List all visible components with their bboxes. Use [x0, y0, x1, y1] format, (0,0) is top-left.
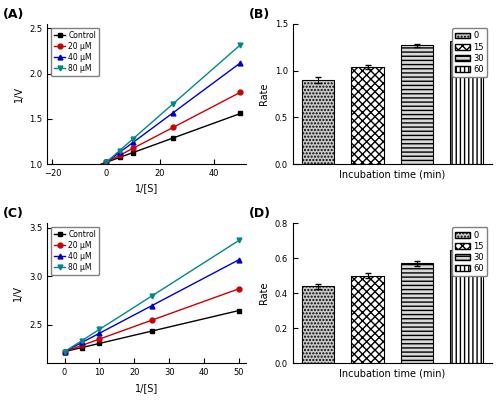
Control	[116, 155, 122, 160]
Bar	[401, 45, 433, 164]
Bar	[401, 263, 433, 363]
40 μM	[103, 160, 109, 165]
20 μM	[130, 146, 136, 151]
20 μM	[62, 349, 68, 354]
Line: 20 μM: 20 μM	[50, 90, 243, 193]
Legend: 0, 15, 30, 60: 0, 15, 30, 60	[452, 28, 488, 77]
40 μM	[148, 303, 154, 308]
80 μM	[50, 207, 56, 212]
Line: Control: Control	[62, 308, 242, 354]
Y-axis label: Rate: Rate	[260, 282, 270, 304]
Bar	[302, 286, 334, 363]
Line: 40 μM: 40 μM	[50, 61, 243, 205]
X-axis label: Incubation time (min): Incubation time (min)	[339, 369, 446, 379]
80 μM	[130, 136, 136, 141]
20 μM	[238, 90, 244, 95]
Control	[130, 150, 136, 155]
Y-axis label: 1/V: 1/V	[14, 86, 24, 102]
Control	[148, 329, 154, 334]
20 μM	[96, 337, 102, 342]
Bar	[450, 41, 482, 164]
80 μM	[62, 349, 68, 354]
Legend: 0, 15, 30, 60: 0, 15, 30, 60	[452, 227, 488, 276]
Line: Control: Control	[50, 111, 243, 184]
20 μM	[79, 343, 85, 348]
40 μM	[236, 257, 242, 262]
X-axis label: Incubation time (min): Incubation time (min)	[339, 170, 446, 180]
Control	[79, 345, 85, 350]
40 μM	[62, 349, 68, 354]
Line: 20 μM: 20 μM	[62, 286, 242, 354]
Control	[170, 136, 176, 140]
Line: 80 μM: 80 μM	[50, 43, 243, 212]
Control	[50, 180, 56, 184]
Text: (B): (B)	[249, 8, 270, 21]
80 μM	[96, 327, 102, 332]
Control	[96, 341, 102, 346]
Bar	[352, 67, 384, 164]
Y-axis label: 1/V: 1/V	[14, 285, 24, 301]
Bar	[302, 80, 334, 164]
Y-axis label: Rate: Rate	[260, 83, 270, 105]
40 μM	[50, 200, 56, 205]
80 μM	[236, 238, 242, 243]
20 μM	[148, 318, 154, 323]
Legend: Control, 20 μM, 40 μM, 80 μM: Control, 20 μM, 40 μM, 80 μM	[51, 28, 100, 76]
80 μM	[148, 294, 154, 298]
Bar	[450, 250, 482, 363]
20 μM	[236, 286, 242, 291]
80 μM	[116, 148, 122, 153]
20 μM	[170, 125, 176, 130]
Control	[62, 349, 68, 354]
Control	[103, 160, 109, 165]
40 μM	[130, 140, 136, 145]
80 μM	[238, 43, 244, 47]
Control	[238, 111, 244, 116]
X-axis label: 1/[S]: 1/[S]	[135, 184, 158, 194]
Line: 40 μM: 40 μM	[62, 257, 242, 354]
Bar	[352, 275, 384, 363]
40 μM	[96, 331, 102, 336]
Line: 80 μM: 80 μM	[62, 238, 242, 354]
Legend: Control, 20 μM, 40 μM, 80 μM: Control, 20 μM, 40 μM, 80 μM	[51, 227, 100, 275]
80 μM	[170, 101, 176, 106]
Text: (D): (D)	[249, 207, 271, 221]
80 μM	[103, 160, 109, 165]
20 μM	[50, 188, 56, 193]
40 μM	[170, 110, 176, 115]
40 μM	[79, 340, 85, 345]
40 μM	[116, 150, 122, 155]
20 μM	[116, 153, 122, 158]
X-axis label: 1/[S]: 1/[S]	[135, 383, 158, 393]
20 μM	[103, 160, 109, 165]
40 μM	[238, 61, 244, 65]
Text: (C): (C)	[4, 207, 24, 221]
Text: (A): (A)	[4, 8, 24, 21]
80 μM	[79, 338, 85, 343]
Control	[236, 308, 242, 313]
